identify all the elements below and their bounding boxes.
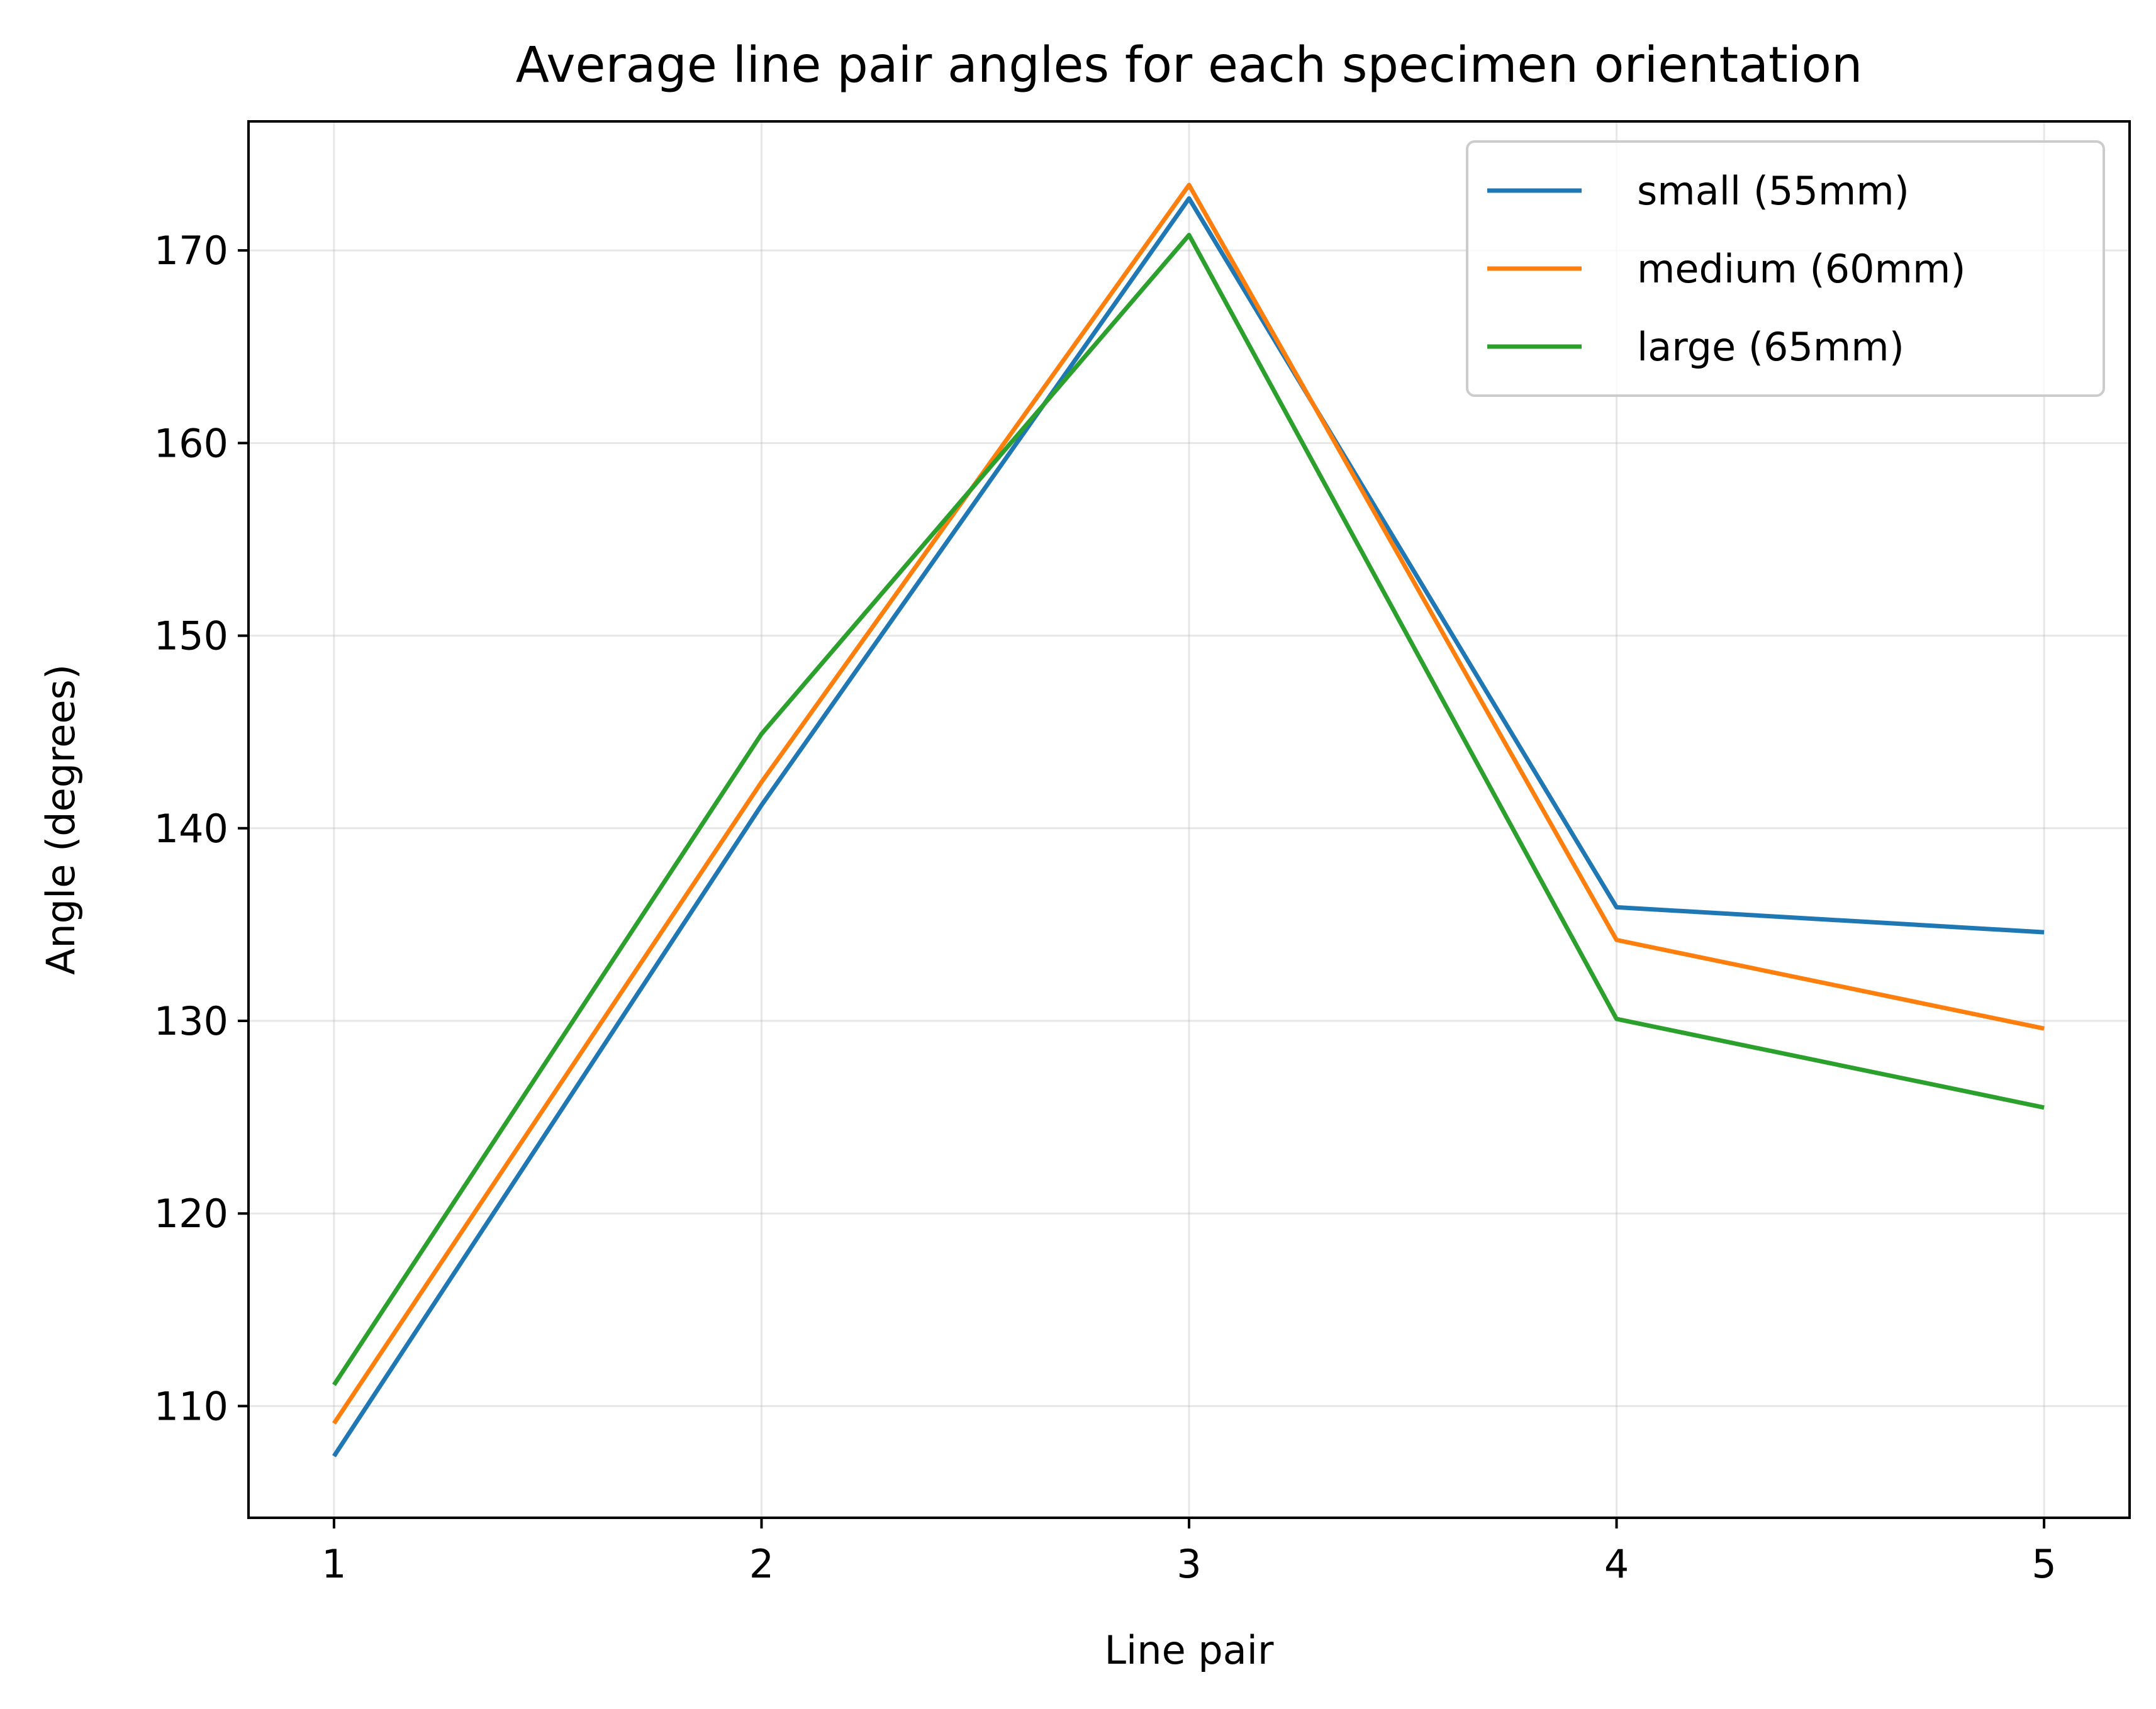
- y-tick-label: 160: [154, 420, 228, 466]
- tick-layer: 1 2 3 4 5 110 120 130 140 150 160 170: [154, 228, 2057, 1587]
- y-tick-label: 140: [154, 806, 228, 852]
- grid-layer: [249, 121, 2130, 1518]
- legend: small (55mm) medium (60mm) large (65mm): [1466, 140, 2105, 397]
- legend-label-3: large (65mm): [1637, 324, 1904, 370]
- y-tick-label: 150: [154, 613, 228, 659]
- y-tick-label: 130: [154, 998, 228, 1044]
- legend-box: [1466, 140, 2105, 397]
- y-tick-label: 170: [154, 228, 228, 274]
- series-line-3: [332, 233, 2045, 1386]
- y-tick-label: 110: [154, 1383, 228, 1429]
- chart-title: Average line pair angles for each specim…: [516, 37, 1863, 94]
- series-line-1: [332, 196, 2045, 1457]
- y-tick-label: 120: [154, 1191, 228, 1237]
- x-tick-label: 1: [321, 1541, 346, 1587]
- legend-label-1: small (55mm): [1637, 168, 1909, 214]
- y-axis-label: Angle (degrees): [38, 664, 84, 975]
- x-tick-label: 5: [2031, 1541, 2056, 1587]
- series-line-2: [332, 182, 2045, 1425]
- x-axis-label: Line pair: [1105, 1627, 1274, 1673]
- x-tick-label: 4: [1604, 1541, 1629, 1587]
- legend-label-2: medium (60mm): [1637, 246, 1966, 292]
- series-layer: [332, 182, 2045, 1457]
- x-tick-label: 2: [749, 1541, 774, 1587]
- x-tick-label: 3: [1176, 1541, 1201, 1587]
